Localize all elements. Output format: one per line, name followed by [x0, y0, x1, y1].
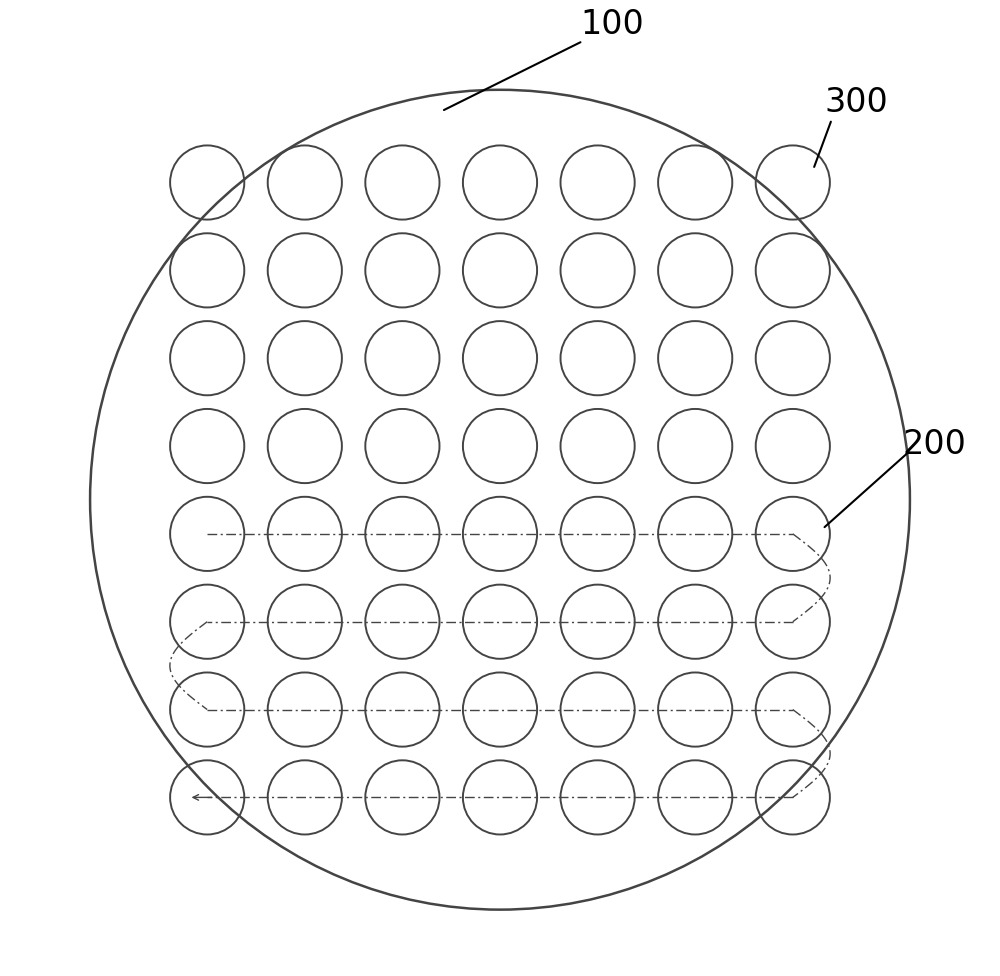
Text: 300: 300 — [824, 86, 888, 119]
Text: 100: 100 — [580, 8, 644, 41]
Text: 200: 200 — [902, 427, 966, 461]
